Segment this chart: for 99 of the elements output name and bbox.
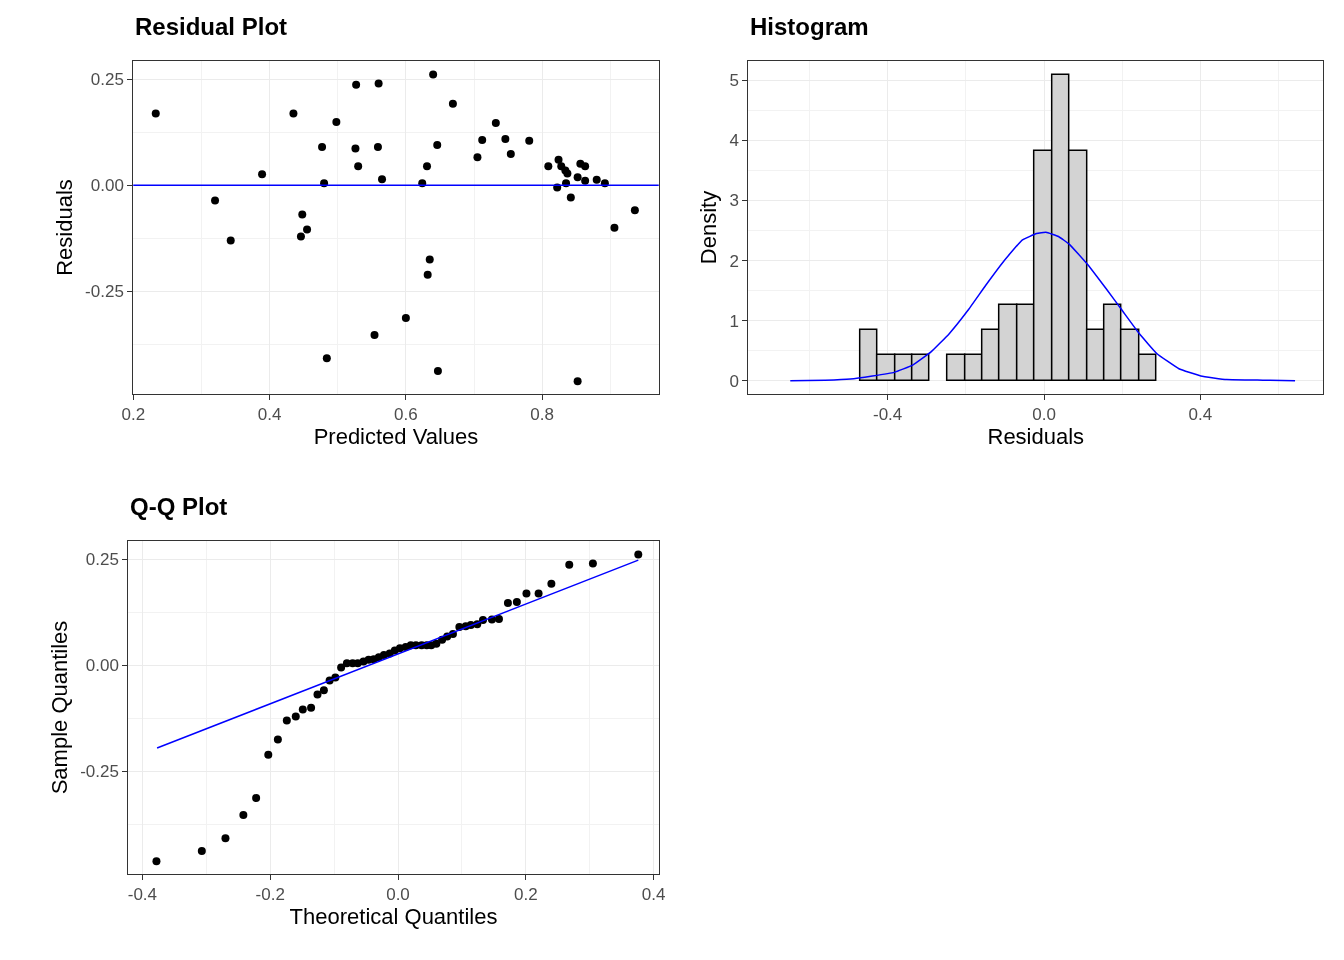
point bbox=[425, 255, 434, 264]
point bbox=[573, 173, 582, 182]
point bbox=[296, 232, 305, 241]
y-tick-label: 0 bbox=[729, 371, 740, 391]
point bbox=[273, 735, 282, 744]
point bbox=[506, 149, 515, 158]
point bbox=[319, 686, 328, 695]
point bbox=[239, 811, 248, 820]
point bbox=[544, 162, 553, 171]
point bbox=[252, 794, 261, 803]
point bbox=[152, 857, 161, 866]
x-tick-label: 0.2 bbox=[121, 405, 146, 425]
point bbox=[352, 80, 361, 89]
point bbox=[634, 550, 643, 559]
point bbox=[503, 598, 512, 607]
y-tick-label: 3 bbox=[729, 191, 740, 211]
x-tick-label: 0.2 bbox=[513, 885, 538, 905]
point bbox=[525, 136, 534, 145]
point bbox=[522, 589, 531, 598]
point bbox=[610, 223, 619, 232]
y-tick-label: 0.00 bbox=[90, 176, 124, 196]
point bbox=[501, 135, 510, 144]
point bbox=[298, 210, 307, 219]
point bbox=[566, 193, 575, 202]
y-tick-label: 4 bbox=[729, 131, 740, 151]
point bbox=[565, 560, 574, 569]
point bbox=[630, 206, 639, 215]
point bbox=[423, 270, 432, 279]
x-tick-label: 0.4 bbox=[641, 885, 666, 905]
point bbox=[303, 225, 312, 234]
point bbox=[547, 579, 556, 588]
point bbox=[401, 314, 410, 323]
point bbox=[374, 79, 383, 88]
point bbox=[318, 143, 327, 152]
point bbox=[298, 705, 307, 714]
point bbox=[433, 140, 442, 149]
point bbox=[592, 175, 601, 184]
y-axis-title: Density bbox=[696, 190, 722, 265]
chart-title: Q-Q Plot bbox=[130, 493, 228, 520]
x-tick-label: 0.6 bbox=[394, 405, 418, 425]
point bbox=[313, 690, 322, 699]
point bbox=[322, 354, 331, 363]
point bbox=[573, 377, 582, 386]
x-tick-label: 0.0 bbox=[1032, 405, 1056, 425]
chart-title: Residual Plot bbox=[135, 13, 288, 40]
point bbox=[494, 615, 503, 624]
point bbox=[291, 712, 300, 721]
y-axis-title: Sample Quantiles bbox=[46, 620, 72, 795]
point bbox=[351, 144, 360, 153]
point bbox=[581, 176, 590, 185]
y-tick-label: 0.25 bbox=[90, 70, 124, 90]
point bbox=[373, 143, 382, 152]
point bbox=[433, 367, 442, 376]
point bbox=[429, 70, 438, 79]
point bbox=[534, 589, 543, 598]
point bbox=[332, 118, 341, 127]
y-tick-label: 5 bbox=[729, 71, 740, 91]
y-tick-label: 0.00 bbox=[85, 656, 119, 676]
point bbox=[226, 236, 235, 245]
y-axis-title: Residuals bbox=[51, 179, 77, 276]
y-tick-label: 1 bbox=[729, 311, 740, 331]
point bbox=[448, 99, 457, 108]
point bbox=[473, 153, 482, 162]
point bbox=[221, 834, 230, 843]
point bbox=[581, 162, 590, 171]
x-tick-label: 0.4 bbox=[257, 405, 282, 425]
point bbox=[512, 598, 521, 607]
y-tick-label: -0.25 bbox=[80, 762, 119, 782]
point bbox=[423, 162, 431, 171]
point bbox=[282, 716, 291, 725]
point bbox=[370, 331, 379, 340]
point bbox=[289, 109, 298, 118]
x-axis-title: Theoretical Quantiles bbox=[289, 904, 498, 930]
point bbox=[337, 663, 346, 672]
point bbox=[354, 162, 363, 171]
y-tick-label: 2 bbox=[729, 251, 740, 271]
x-axis-title: Residuals bbox=[987, 424, 1085, 450]
point bbox=[588, 559, 597, 568]
x-tick-label: 0.8 bbox=[530, 405, 554, 425]
chart-title: Histogram bbox=[750, 13, 869, 40]
y-tick-label: 0.25 bbox=[85, 550, 119, 570]
point bbox=[307, 703, 316, 712]
point bbox=[378, 175, 387, 184]
line-series bbox=[789, 231, 1296, 382]
x-tick-label: -0.2 bbox=[255, 885, 285, 905]
point bbox=[432, 639, 441, 648]
point bbox=[197, 847, 206, 856]
point bbox=[478, 135, 487, 144]
point bbox=[211, 196, 220, 205]
x-tick-label: 0.0 bbox=[386, 885, 410, 905]
point bbox=[258, 170, 267, 179]
x-axis-title: Predicted Values bbox=[313, 424, 479, 450]
y-tick-label: -0.25 bbox=[85, 282, 124, 302]
point bbox=[264, 750, 273, 759]
point bbox=[151, 109, 160, 118]
point bbox=[491, 118, 500, 127]
x-tick-label: -0.4 bbox=[127, 885, 158, 905]
x-tick-label: -0.4 bbox=[872, 405, 903, 425]
x-tick-label: 0.4 bbox=[1188, 405, 1213, 425]
